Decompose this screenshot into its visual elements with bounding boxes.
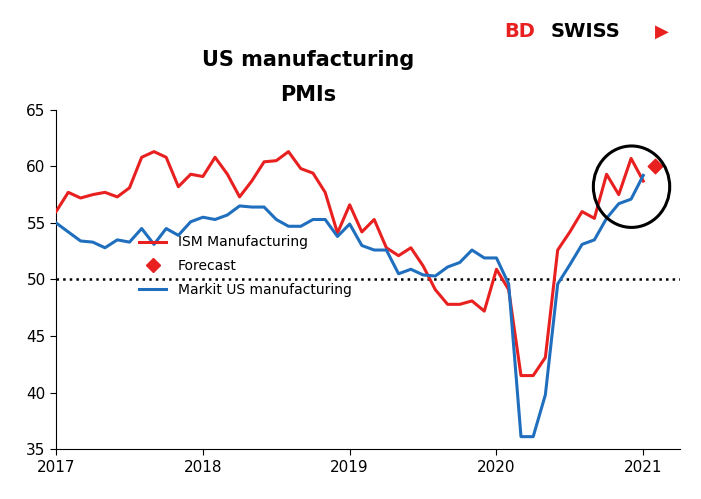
Text: BD: BD	[505, 22, 536, 41]
Text: PMIs: PMIs	[280, 85, 336, 105]
Legend: ISM Manufacturing, Forecast, Markit US manufacturing: ISM Manufacturing, Forecast, Markit US m…	[133, 230, 357, 302]
Text: SWISS: SWISS	[550, 22, 620, 41]
Text: US manufacturing: US manufacturing	[203, 50, 414, 70]
Point	[650, 162, 661, 170]
Text: ▶: ▶	[655, 22, 669, 40]
